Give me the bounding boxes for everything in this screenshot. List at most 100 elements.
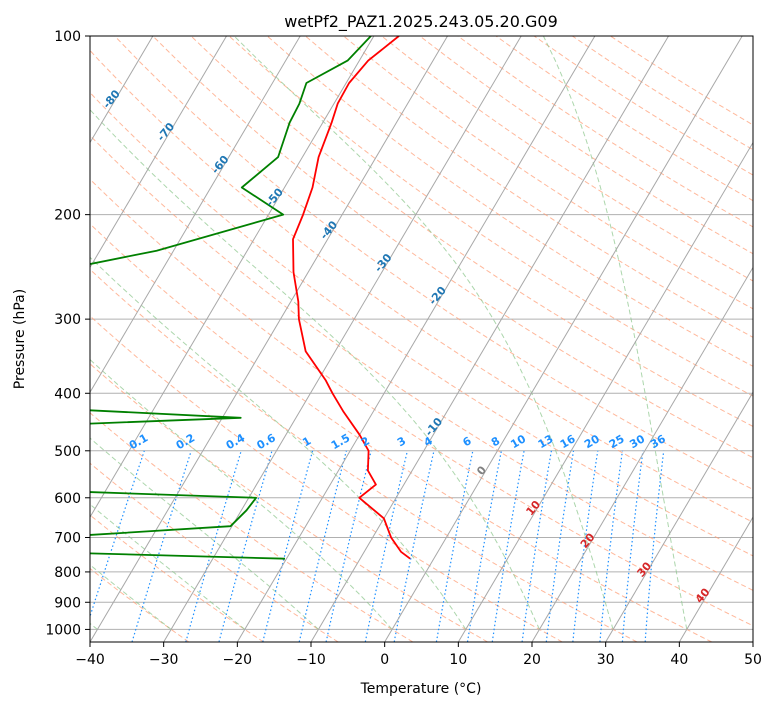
isotherm-label: -40 — [318, 218, 341, 242]
x-tick-label: 30 — [597, 652, 615, 668]
isotherm-label: 30 — [634, 559, 654, 579]
moist-adiabat — [233, 36, 614, 630]
isotherm-line — [457, 141, 753, 642]
mixing-ratio-line — [599, 450, 624, 642]
mixing-ratio-label: 0.6 — [255, 431, 279, 452]
skewed-isotherms — [0, 36, 753, 642]
dry-adiabat — [381, 36, 753, 282]
isotherm-label: -60 — [209, 153, 232, 177]
mixing-ratio-label: 13 — [536, 432, 556, 451]
mixing-ratio-label: 6 — [460, 434, 473, 449]
dry-adiabat — [90, 412, 414, 642]
isotherm-label: -50 — [263, 185, 286, 209]
dry-adiabat — [90, 134, 753, 591]
isotherm-line — [90, 36, 375, 519]
y-tick-label: 400 — [54, 386, 81, 402]
mixing-ratio-line — [218, 450, 273, 642]
isotherm-line — [90, 36, 154, 144]
dry-adiabat — [90, 91, 753, 557]
moist-adiabat — [90, 503, 246, 630]
moist-adiabat — [90, 564, 172, 630]
dry-adiabat — [90, 514, 264, 642]
temperature-profile-line — [292, 36, 411, 560]
x-tick-label: −30 — [149, 652, 179, 668]
mixing-ratio-lines — [90, 450, 665, 642]
mixing-ratio-line — [90, 450, 145, 619]
isotherm-line — [90, 36, 448, 642]
dry-adiabat — [114, 36, 753, 491]
grid-layer — [90, 36, 753, 630]
x-tick-label: 40 — [670, 652, 688, 668]
dry-adiabat — [190, 36, 753, 428]
mixing-ratio-label: 16 — [558, 432, 578, 451]
y-tick-label: 500 — [54, 444, 81, 460]
isotherm-label: -70 — [155, 120, 178, 144]
dry-adiabat — [90, 223, 713, 642]
profiles — [90, 36, 411, 560]
plot-frame — [89, 35, 754, 643]
isotherm-line — [0, 36, 6, 642]
mixing-ratio-label: 3 — [395, 434, 408, 449]
isotherm-line — [163, 36, 522, 642]
dry-adiabat — [343, 36, 753, 310]
mixing-ratio-line — [621, 450, 644, 642]
isotherm-line — [605, 391, 753, 642]
mixing-ratio-label: 25 — [607, 432, 627, 451]
mixing-ratio-line — [185, 450, 242, 642]
isotherm-line — [310, 36, 669, 642]
y-axis: 100 200 300 400 500 600 700 800 900 1000 — [45, 29, 90, 638]
x-axis-label: Temperature (°C) — [360, 681, 482, 697]
y-tick-label: 200 — [54, 208, 81, 224]
y-tick-label: 700 — [54, 531, 81, 547]
dry-adiabat — [90, 363, 488, 642]
x-tick-label: −40 — [75, 652, 105, 668]
dry-adiabat — [457, 36, 753, 228]
mixing-ratio-label: 20 — [582, 432, 602, 451]
isotherm-line — [90, 36, 227, 269]
x-axis: −40 −30 −20 −10 0 10 20 30 40 50 — [75, 642, 762, 668]
isotherm-label: -20 — [426, 284, 449, 308]
moist-adiabat — [90, 256, 467, 630]
moist-adiabat — [542, 36, 688, 630]
mixing-ratio-line — [393, 450, 435, 642]
y-tick-label: 100 — [54, 29, 81, 45]
y-tick-label: 900 — [54, 595, 81, 611]
y-tick-label: 300 — [54, 312, 81, 328]
mixing-ratio-line — [572, 450, 599, 642]
mixing-ratio-line — [364, 450, 408, 642]
mixing-ratio-label: 1.5 — [329, 431, 352, 452]
mixing-ratio-line — [491, 450, 525, 642]
isotherm-label: -80 — [100, 87, 123, 111]
dry-adiabat — [610, 36, 753, 126]
moist-adiabat — [90, 437, 319, 630]
mixing-ratio-line — [545, 450, 575, 642]
mixing-ratio-line — [262, 450, 314, 642]
x-tick-label: −20 — [223, 652, 253, 668]
isotherm-line — [752, 641, 753, 642]
isotherm-line — [531, 266, 753, 642]
chart-title: wetPf2_PAZ1.2025.243.05.20.G09 — [284, 12, 558, 32]
y-tick-label: 1000 — [45, 622, 81, 638]
dewpoint-profile-line — [90, 36, 372, 560]
dry-adiabat — [90, 49, 753, 523]
mixing-ratio-line — [298, 450, 347, 642]
x-tick-label: 10 — [449, 652, 467, 668]
mixing-ratio-label: 0.4 — [224, 431, 248, 452]
isotherm-label: 0 — [474, 463, 489, 477]
isotherm-line — [678, 516, 753, 642]
x-tick-label: 20 — [523, 652, 541, 668]
x-tick-label: 50 — [744, 652, 762, 668]
dry-adiabat — [90, 268, 638, 642]
y-tick-label: 600 — [54, 491, 81, 507]
isotherm-label: -30 — [372, 251, 395, 275]
dry-adiabat — [228, 36, 753, 397]
mixing-ratio-line — [325, 450, 372, 642]
moist-adiabat — [90, 358, 393, 630]
dry-adiabat — [152, 36, 753, 459]
dry-adiabat — [533, 36, 753, 176]
mixing-ratio-line — [521, 450, 552, 642]
isotherm-line — [90, 36, 301, 394]
y-tick-label: 800 — [54, 565, 81, 581]
mixing-ratio-label: 2 — [359, 434, 372, 449]
